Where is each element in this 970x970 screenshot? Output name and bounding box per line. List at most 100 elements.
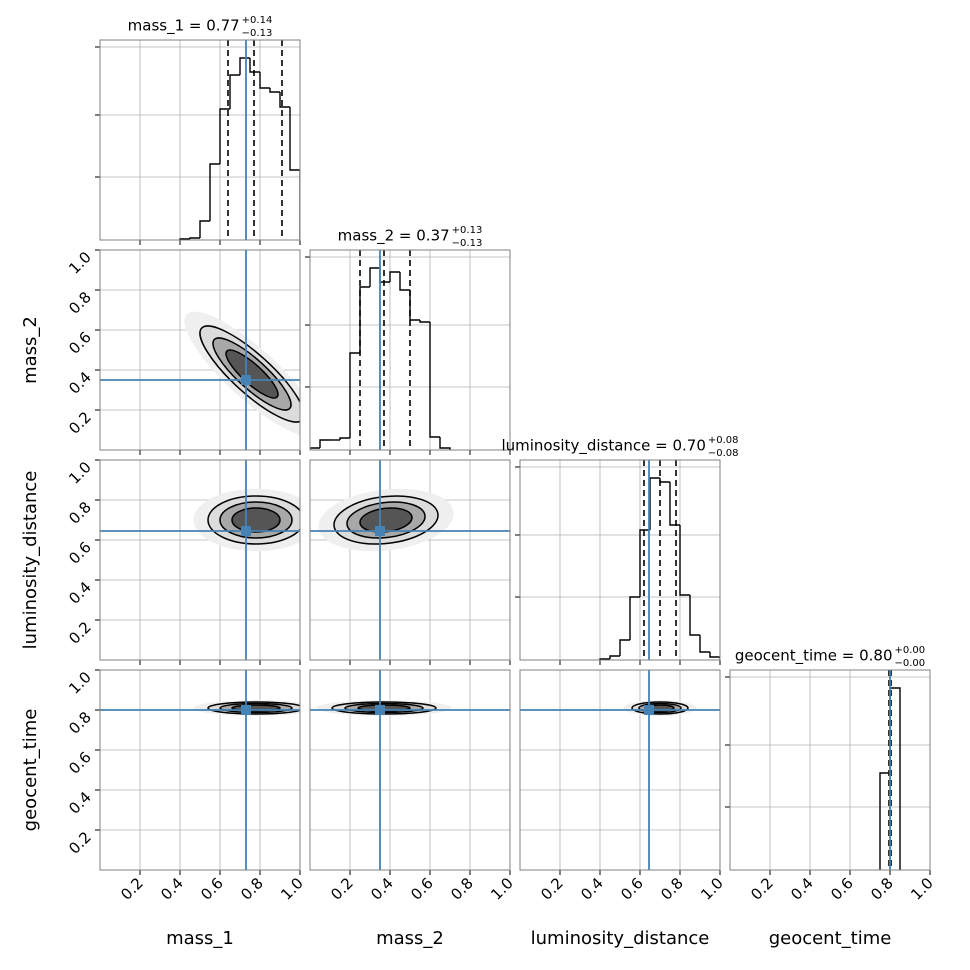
panel-content <box>100 670 300 870</box>
y-axis-label: mass_2 <box>20 316 41 384</box>
density-contour <box>231 507 281 533</box>
histogram-bin <box>679 525 690 596</box>
panel-frame <box>519 459 721 661</box>
panel-frame <box>729 669 931 871</box>
panel-frame <box>309 249 511 451</box>
x-axis-label: luminosity_distance <box>531 928 710 949</box>
truth-marker <box>375 526 385 536</box>
y-tick-label: 0.2 <box>65 408 95 438</box>
y-tick-label: 1.0 <box>65 248 95 278</box>
x-tick-label: 0.4 <box>367 874 397 904</box>
panel: 0.2 0.4 0.6 0.8 1.0 luminosity_distance <box>519 669 727 949</box>
histogram-bin <box>359 286 370 353</box>
histogram-bin <box>419 320 430 323</box>
panel-title: mass_1 = 0.77 <box>128 17 240 36</box>
panel: 0.2 0.4 0.6 0.8 1.0 geocent_time 0.2 0.4 0.6 0.8 1… <box>20 668 307 949</box>
y-tick-label: 0.8 <box>65 498 95 528</box>
panel-frame <box>99 669 301 871</box>
y-tick-label: 0.2 <box>65 618 95 648</box>
title-lower-error: −0.13 <box>452 238 483 249</box>
panel-title: mass_2 = 0.37 <box>338 227 450 246</box>
panel-content <box>100 250 300 450</box>
x-tick-label: 1.0 <box>697 874 727 904</box>
histogram-bin <box>369 267 380 287</box>
histogram-bin <box>259 72 270 89</box>
histogram-bin <box>249 58 260 73</box>
histogram-bin <box>279 92 290 108</box>
histogram-bin <box>699 635 710 653</box>
histogram-bin <box>209 163 220 221</box>
histogram-bin <box>669 482 680 526</box>
histogram-bin <box>379 268 390 283</box>
x-tick-label: 0.6 <box>197 874 227 904</box>
x-tick-label: 0.6 <box>827 874 857 904</box>
x-tick-label: 0.8 <box>657 874 687 904</box>
x-tick-label: 0.4 <box>577 874 607 904</box>
title-upper-error: +0.08 <box>708 435 739 446</box>
panel-content <box>100 40 300 240</box>
y-tick-label: 0.8 <box>65 708 95 738</box>
histogram-bin <box>609 655 620 659</box>
x-tick-label: 0.4 <box>157 874 187 904</box>
y-tick-label: 0.6 <box>65 748 95 778</box>
panel-frame <box>519 669 721 871</box>
title-lower-error: −0.13 <box>242 28 273 39</box>
x-axis-label: mass_1 <box>166 928 234 949</box>
y-tick-label: 0.4 <box>65 578 95 608</box>
histogram-bin <box>439 437 451 450</box>
histogram-bin <box>269 88 280 93</box>
histogram-bin <box>649 477 660 530</box>
x-tick-label: 0.4 <box>787 874 817 904</box>
truth-marker <box>644 705 654 715</box>
y-axis-label: luminosity_distance <box>20 471 41 650</box>
y-tick-label: 0.2 <box>65 828 95 858</box>
histogram-bin <box>339 437 350 440</box>
histogram-bin <box>629 596 640 640</box>
x-tick-label: 0.8 <box>237 874 267 904</box>
panel-content <box>520 670 720 870</box>
panel-content <box>310 670 510 870</box>
histogram-bin <box>239 57 250 75</box>
panel: mass_2 = 0.37 +0.13 −0.13 <box>305 225 511 455</box>
y-tick-label: 0.4 <box>65 368 95 398</box>
x-axis-label: geocent_time <box>769 928 892 949</box>
title-upper-error: +0.14 <box>242 15 273 26</box>
title-lower-error: −0.08 <box>708 448 739 459</box>
panel-content <box>520 460 720 660</box>
histogram-bin <box>659 478 670 483</box>
panel-content <box>100 460 300 660</box>
x-tick-label: 0.6 <box>407 874 437 904</box>
histogram-bin <box>879 772 890 870</box>
histogram-bin <box>349 352 360 438</box>
title-upper-error: +0.13 <box>452 225 483 236</box>
panel-frame <box>99 39 301 241</box>
truth-marker <box>375 705 385 715</box>
title-lower-error: −0.00 <box>895 658 926 669</box>
y-tick-label: 0.8 <box>65 288 95 318</box>
histogram-bin <box>709 652 720 660</box>
panel-content <box>310 460 510 660</box>
histogram-bin <box>189 237 200 239</box>
panel: mass_1 = 0.77 +0.14 −0.13 <box>95 15 301 245</box>
x-tick-label: 0.2 <box>117 874 147 904</box>
panel: 0.2 0.4 0.6 0.8 1.0 luminosity_distance <box>20 458 301 665</box>
y-tick-label: 1.0 <box>65 458 95 488</box>
panel <box>309 459 511 665</box>
y-tick-label: 0.6 <box>65 328 95 358</box>
histogram-bin <box>409 290 420 321</box>
x-tick-label: 0.2 <box>327 874 357 904</box>
x-tick-label: 0.8 <box>447 874 477 904</box>
histogram-bin <box>689 595 700 636</box>
panel-frame <box>309 459 511 661</box>
x-tick-label: 0.6 <box>617 874 647 904</box>
histogram-bin <box>199 220 210 238</box>
x-tick-label: 1.0 <box>907 874 937 904</box>
panel-title: luminosity_distance = 0.70 <box>501 437 705 456</box>
truth-marker <box>241 705 251 715</box>
panel: 0.2 0.4 0.6 0.8 1.0 mass_2 <box>20 248 301 455</box>
histogram-bin <box>639 529 650 597</box>
y-tick-label: 0.4 <box>65 788 95 818</box>
histogram-bin <box>319 439 330 448</box>
y-tick-label: 0.6 <box>65 538 95 568</box>
